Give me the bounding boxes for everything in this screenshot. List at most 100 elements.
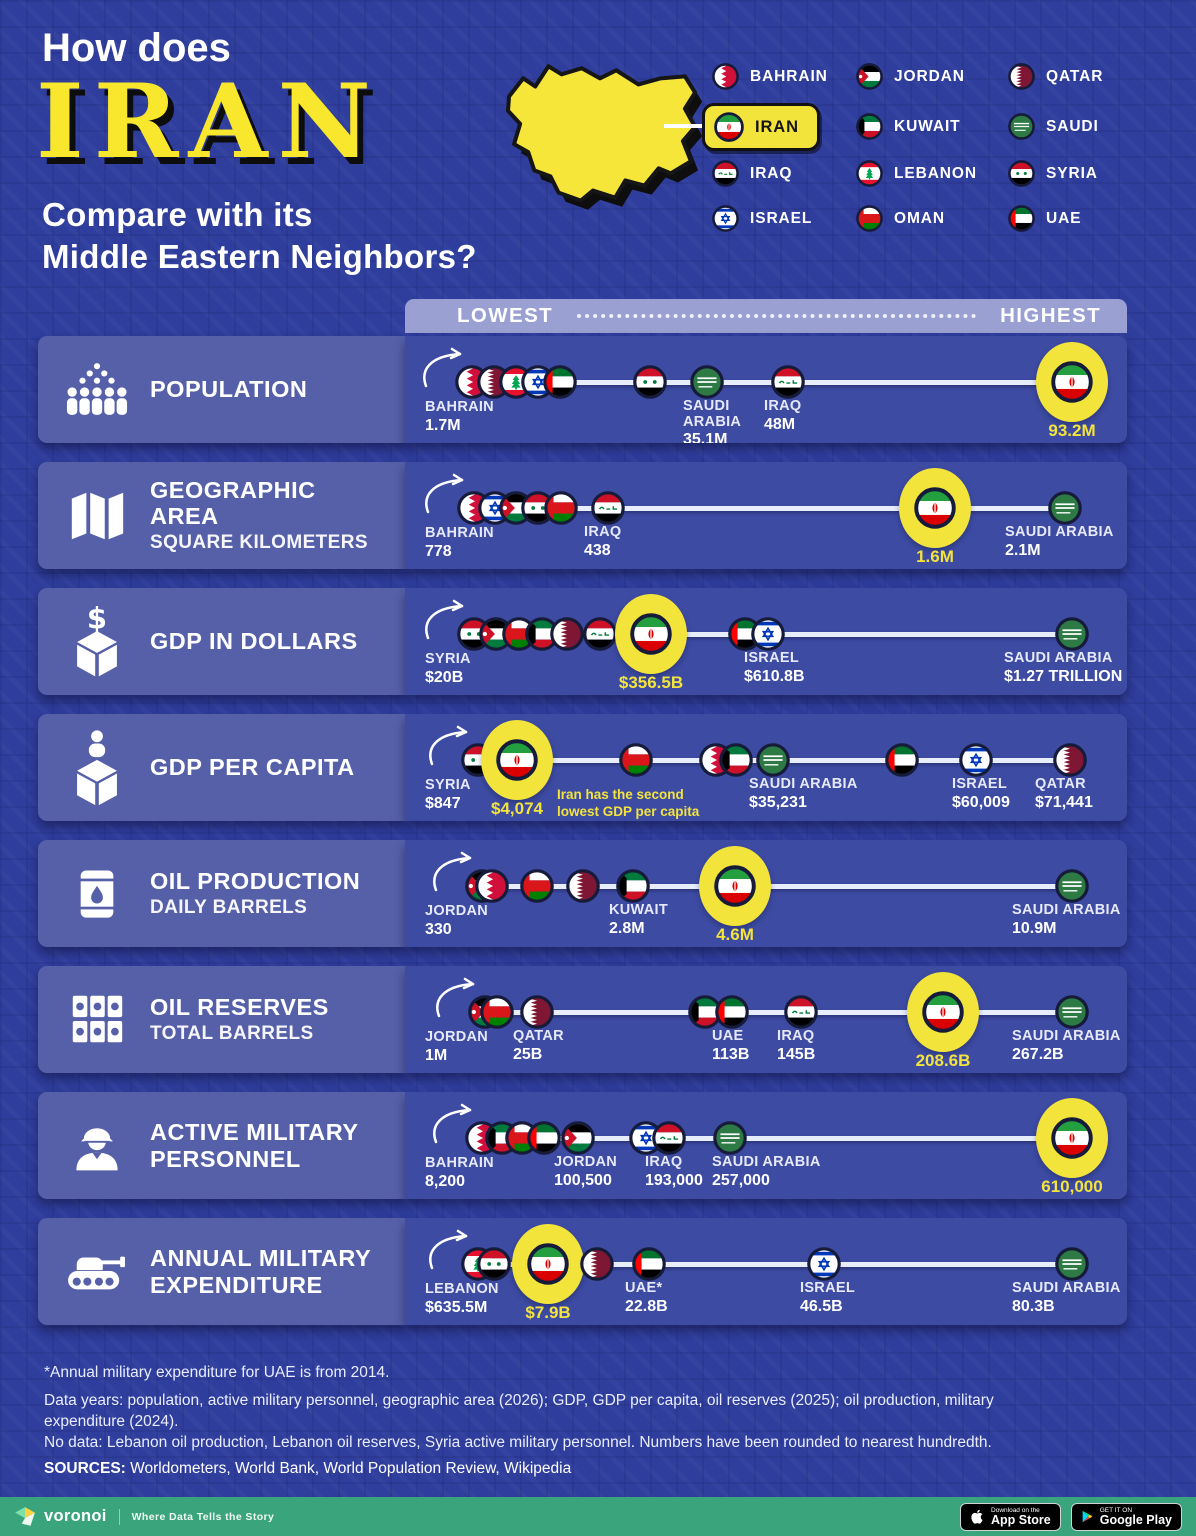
point-value: $71,441 — [1035, 793, 1093, 811]
badge-text: Download on the App Store — [991, 1507, 1051, 1527]
point-label: IRAQ 193,000 — [645, 1154, 703, 1190]
flag-oman-icon — [544, 491, 578, 525]
row-chart-panel: BAHRAIN 1.7M SAUDI ARABIA 35.1M IRAQ 48M 93.2M — [405, 336, 1127, 443]
point-oman — [544, 491, 578, 525]
callout-arrow-icon — [429, 725, 468, 766]
point-syria — [477, 1247, 511, 1281]
callout-country: BAHRAIN — [425, 1155, 494, 1171]
flag-israel-icon — [712, 205, 739, 232]
point-oman — [480, 995, 514, 1029]
flag-uae-icon — [543, 365, 577, 399]
callout-country: BAHRAIN — [425, 399, 494, 415]
point-iran — [914, 487, 956, 529]
row-text: GDP PER CAPITA — [150, 754, 355, 780]
point-value: 100,500 — [554, 1171, 612, 1189]
point-saudi — [1055, 1247, 1089, 1281]
flag-iran-icon — [914, 487, 956, 529]
callout-label: JORDAN 1M — [425, 1029, 489, 1065]
sources-list: Worldometers, World Bank, World Populati… — [130, 1460, 572, 1477]
legend-item-label: OMAN — [894, 209, 945, 227]
flag-kuwait-icon — [525, 617, 559, 651]
point-value: 438 — [584, 541, 611, 559]
point-label: ISRAEL $60,009 — [952, 776, 1010, 812]
point-country: IRAQ — [584, 524, 622, 540]
callout-country: JORDAN — [425, 1029, 489, 1045]
point-value: $610.8B — [744, 667, 805, 685]
point-label: KUWAIT 2.8M — [609, 902, 668, 938]
row-chart-panel: JORDAN 330 KUWAIT 2.8M 4.6M SAUDI ARABIA 10.9M — [405, 840, 1127, 947]
flag-syria-icon — [1008, 160, 1035, 187]
row-text: ANNUAL MILITARY EXPENDITURE — [150, 1245, 388, 1298]
row-geographic-area: GEOGRAPHIC AREA SQUARE KILOMETERS BAHRAIN 7… — [38, 462, 1127, 569]
flag-saudi-icon — [1008, 113, 1035, 140]
point-saudi — [713, 1121, 747, 1155]
footer-divider — [118, 1508, 120, 1525]
flag-kuwait-icon — [616, 869, 650, 903]
gdp-icon: $ — [54, 604, 140, 680]
footnote-uae: *Annual military expenditure for UAE is … — [44, 1364, 390, 1381]
point-qatar — [550, 617, 584, 651]
point-label: IRAQ 48M — [764, 398, 801, 434]
callout-country: LEBANON — [425, 1281, 499, 1297]
callout-country: SYRIA — [425, 651, 471, 667]
appstore-top-text: Download on the — [991, 1506, 1040, 1514]
row-title: POPULATION — [150, 376, 308, 403]
point-saudi — [756, 743, 790, 777]
iran-value: $7.9B — [525, 1303, 571, 1322]
point-country: SAUDI ARABIA — [1005, 524, 1114, 540]
legend-item-label: LEBANON — [894, 164, 977, 182]
row-label-panel: ANNUAL MILITARY EXPENDITURE — [38, 1218, 405, 1325]
oil-production-icon — [54, 863, 140, 925]
point-jordan — [561, 1121, 595, 1155]
footer-bar: voronoi Where Data Tells the Story Downl… — [0, 1497, 1196, 1536]
badge-text: GET IT ON Google Play — [1100, 1507, 1172, 1527]
callout-value: 1M — [425, 1046, 448, 1064]
row-label-panel: GEOGRAPHIC AREA SQUARE KILOMETERS — [38, 462, 405, 569]
legend-item-label: QATAR — [1046, 67, 1104, 85]
row-chart-panel: BAHRAIN 8,200 JORDAN 100,500 IRAQ 193,000 SAUD… — [405, 1092, 1127, 1199]
point-label: IRAQ 438 — [584, 524, 622, 560]
page-title: IRAN — [36, 62, 381, 182]
flag-iran-icon — [527, 1243, 569, 1285]
subtitle-line2: Middle Eastern Neighbors? — [42, 238, 477, 275]
flag-saudi-icon — [690, 365, 724, 399]
point-saudi — [690, 365, 724, 399]
flag-iraq-icon — [712, 160, 739, 187]
track-line — [482, 1136, 1072, 1141]
row-chart-panel: SYRIA $847 Iran has the second lowest GDP p… — [405, 714, 1127, 821]
flag-iran-icon — [1051, 361, 1093, 403]
point-iran — [922, 991, 964, 1033]
point-qatar — [580, 1247, 614, 1281]
flag-israel-icon — [959, 743, 993, 777]
flag-saudi-icon — [1055, 617, 1089, 651]
legend-item-label: UAE — [1046, 209, 1082, 227]
google-play-icon — [1082, 1510, 1092, 1523]
flag-kuwait-icon — [856, 113, 883, 140]
callout-country: BAHRAIN — [425, 525, 494, 541]
flag-oman-icon — [856, 205, 883, 232]
flag-israel-icon — [751, 617, 785, 651]
sources-label: SOURCES: — [44, 1460, 126, 1477]
point-value: 257,000 — [712, 1171, 770, 1189]
row-title: GEOGRAPHIC AREA — [150, 476, 316, 529]
callout-value: $635.5M — [425, 1298, 488, 1316]
flag-qatar-icon — [1008, 63, 1035, 90]
row-title: ACTIVE MILITARY PERSONNEL — [150, 1119, 359, 1172]
row-label-panel: OIL PRODUCTION DAILY BARRELS — [38, 840, 405, 947]
point-iraq — [652, 1121, 686, 1155]
row-text: ACTIVE MILITARY PERSONNEL — [150, 1119, 388, 1172]
point-iraq — [784, 995, 818, 1029]
apple-icon — [971, 1509, 983, 1524]
point-qatar — [566, 869, 600, 903]
row-text: OIL PRODUCTION DAILY BARRELS — [150, 868, 360, 919]
point-kuwait — [485, 1121, 519, 1155]
flag-oman-icon — [520, 869, 554, 903]
legend-item-iran: IRAN — [702, 103, 820, 151]
point-country: JORDAN — [554, 1154, 618, 1170]
point-country: SAUDI ARABIA — [749, 776, 858, 792]
active-military-icon — [54, 1116, 140, 1176]
point-label: SAUDI ARABIA 267.2B — [1012, 1028, 1121, 1064]
point-syria — [633, 365, 667, 399]
point-label: JORDAN 100,500 — [554, 1154, 618, 1190]
flag-bahrain-icon — [475, 869, 509, 903]
